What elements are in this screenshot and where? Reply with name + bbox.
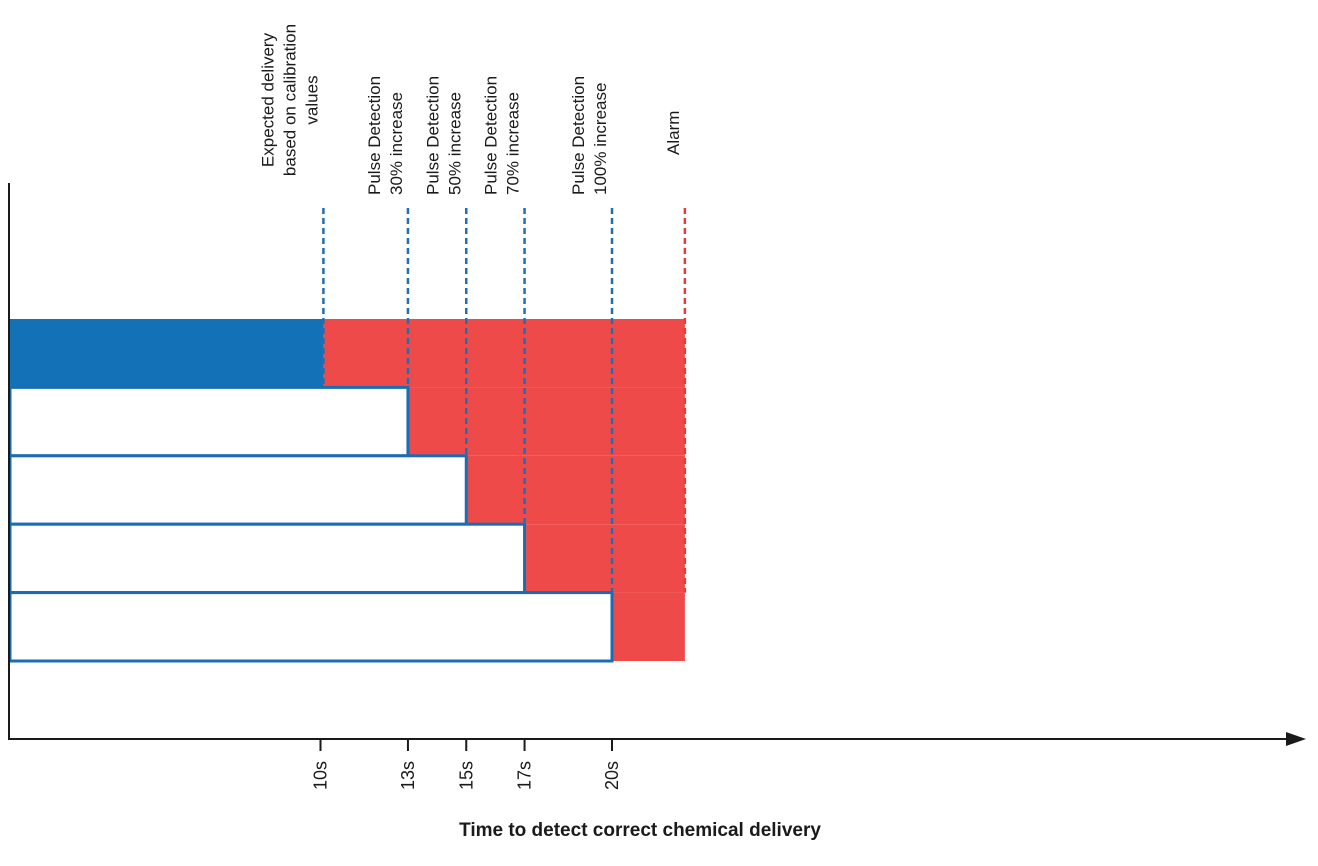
marker-label-4-line-1: 100% increase [591,83,610,195]
marker-label-0-line-1: based on calibration [280,24,299,176]
alarm-region-1 [407,387,685,456]
axes [8,183,1306,746]
marker-label-1-line-0: Pulse Detection [365,76,384,195]
alarm-region-0 [323,319,685,388]
expected-delivery-bar [9,319,324,388]
marker-label-2-line-1: 50% increase [445,92,464,195]
pulse-detection-bar-4 [8,591,614,663]
marker-label-3-line-1: 70% increase [504,92,523,195]
marker-label-0-line-2: values [302,75,321,124]
marker-label-2-line-0: Pulse Detection [423,76,442,195]
marker-label-0-line-0: Expected delivery [258,32,277,167]
x-ticks: 10s 13s 15s 17s 20s [311,739,622,790]
tick-label-1: 13s [398,761,418,790]
delivery-bars [8,319,614,663]
alarm-regions [323,319,685,661]
marker-lines: Expected delivery based on calibration val… [258,24,687,593]
tick-label-2: 15s [456,761,476,790]
x-axis-arrow [1286,732,1306,746]
marker-label-3-line-0: Pulse Detection [482,76,501,195]
pulse-detection-bar-2 [8,454,468,526]
marker-label-4-line-0: Pulse Detection [569,76,588,195]
x-axis-label: Time to detect correct chemical delivery [459,820,821,841]
marker-label-5-line-0: Alarm [664,111,683,155]
marker-label-1-line-1: 30% increase [387,92,406,195]
alarm-region-4 [612,592,685,661]
alarm-region-3 [524,524,685,593]
pulse-detection-bar-1 [8,385,410,458]
alarm-region-2 [466,455,685,525]
tick-label-3: 17s [515,761,535,790]
tick-label-4: 20s [602,761,622,790]
pulse-detection-bar-3 [8,522,527,595]
tick-label-0: 10s [311,761,331,790]
